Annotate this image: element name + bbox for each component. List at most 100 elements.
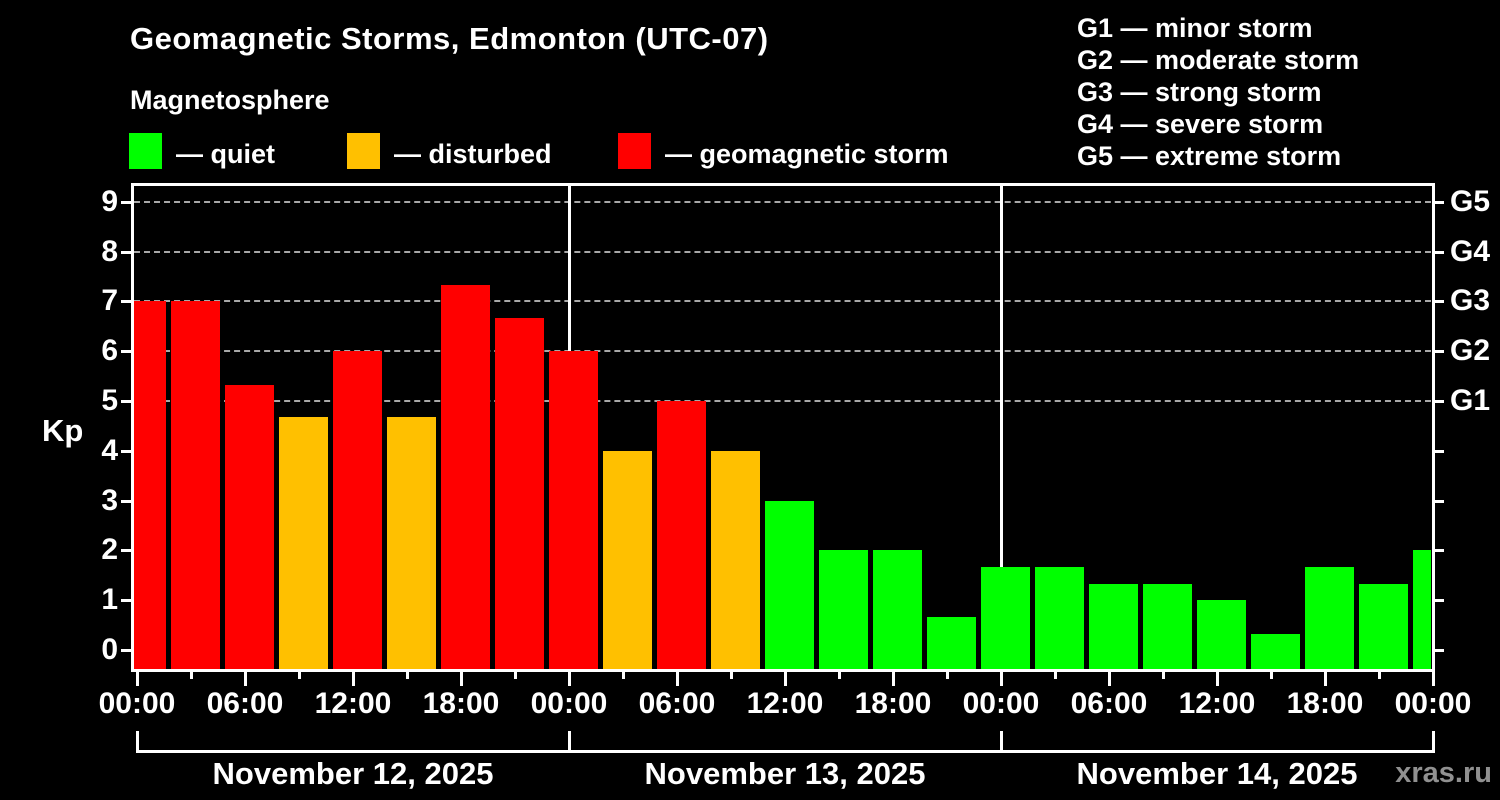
date-label: November 13, 2025	[644, 756, 926, 791]
y-tick-label: 3	[101, 483, 118, 517]
g-axis-label: G3	[1450, 284, 1491, 318]
x-tick-major	[1324, 672, 1327, 686]
x-tick-label: 18:00	[854, 687, 932, 720]
x-tick-minor	[406, 672, 409, 679]
kp-bar	[927, 616, 976, 670]
y-tick-right	[1434, 549, 1444, 553]
watermark: xras.ru	[1395, 757, 1492, 789]
x-tick-major	[1108, 672, 1111, 686]
y-tick-right	[1434, 200, 1444, 204]
x-tick-label: 06:00	[1070, 687, 1148, 720]
x-tick-label: 06:00	[638, 687, 716, 720]
kp-bar	[1413, 550, 1431, 670]
kp-bar	[603, 450, 652, 670]
x-tick-minor	[838, 672, 841, 679]
kp-bar	[1251, 633, 1300, 670]
chart-subtitle: Magnetosphere	[130, 85, 330, 115]
y-tick	[121, 350, 131, 354]
kp-bar	[873, 550, 922, 670]
date-bracket-tick	[1432, 731, 1435, 753]
date-bracket-tick	[136, 731, 139, 753]
y-tick-right	[1434, 300, 1444, 304]
y-tick-right	[1434, 350, 1444, 354]
date-label: November 12, 2025	[212, 756, 494, 791]
y-tick-label: 8	[101, 234, 118, 268]
plot-frame	[131, 183, 1435, 672]
quiet-legend-label: — quiet	[176, 139, 275, 169]
g-scale-legend-item: G5 — extreme storm	[1077, 141, 1342, 171]
kp-bar	[549, 351, 598, 670]
x-tick-label: 12:00	[1178, 687, 1256, 720]
g-axis-label: G4	[1450, 234, 1491, 268]
x-tick-major	[568, 672, 571, 686]
y-tick-label: 9	[101, 184, 118, 218]
kp-bar	[333, 351, 382, 670]
kp-bar	[225, 384, 274, 670]
y-tick-label: 2	[101, 533, 118, 567]
kp-bar	[441, 284, 490, 670]
y-tick-label: 4	[101, 433, 118, 467]
x-tick-label: 00:00	[962, 687, 1040, 720]
y-tick-right	[1434, 250, 1444, 254]
x-tick-major	[892, 672, 895, 686]
kp-bar	[279, 417, 328, 670]
kp-bar	[1143, 583, 1192, 670]
x-tick-label: 06:00	[206, 687, 284, 720]
grid-line-kp7	[134, 300, 1431, 303]
x-tick-minor	[1270, 672, 1273, 679]
y-tick-label: 6	[101, 334, 118, 368]
storm-legend-label: — geomagnetic storm	[665, 139, 949, 169]
y-tick	[121, 499, 131, 503]
x-tick-major	[1216, 672, 1219, 686]
x-tick-minor	[1054, 672, 1057, 679]
y-tick	[121, 599, 131, 603]
kp-axis-title: Kp	[42, 413, 84, 448]
y-tick-label: 1	[101, 583, 118, 617]
y-tick-right	[1434, 400, 1444, 403]
storm-legend-swatch	[618, 133, 651, 169]
day-separator-line	[1000, 185, 1003, 669]
y-tick-right	[1434, 499, 1444, 503]
x-tick-label: 00:00	[530, 687, 608, 720]
kp-bar	[1305, 566, 1354, 670]
kp-bar	[387, 417, 436, 670]
x-tick-minor	[514, 672, 517, 679]
kp-bar	[1089, 583, 1138, 670]
x-tick-label: 12:00	[746, 687, 824, 720]
grid-line-kp8	[134, 250, 1431, 253]
y-tick-label: 7	[101, 284, 118, 318]
y-tick-label: 5	[101, 384, 118, 417]
kp-bar	[1359, 583, 1408, 670]
disturbed-legend-label: — disturbed	[394, 139, 552, 169]
kp-bar	[1197, 600, 1246, 670]
y-tick-label: 0	[101, 633, 118, 666]
x-tick-label: 12:00	[314, 687, 392, 720]
x-tick-major	[244, 672, 247, 686]
x-tick-minor	[622, 672, 625, 679]
kp-bar	[765, 500, 814, 670]
page-title: Geomagnetic Storms, Edmonton (UTC-07)	[130, 21, 769, 56]
g-scale-legend-item: G2 — moderate storm	[1077, 45, 1360, 75]
x-tick-label: 18:00	[1286, 687, 1364, 720]
grid-line-kp9	[134, 200, 1431, 203]
kp-bar	[819, 550, 868, 670]
g-scale-legend: G1 — minor storm G2 — moderate storm G3 — …	[1077, 12, 1359, 172]
x-tick-major	[1432, 672, 1435, 686]
y-tick	[121, 549, 131, 553]
kp-bar	[1035, 566, 1084, 670]
x-tick-major	[136, 672, 139, 686]
kp-bar	[171, 301, 220, 670]
kp-bar	[657, 401, 706, 670]
g-scale-legend-item: G1 — minor storm	[1077, 13, 1313, 43]
g-axis-label: G1	[1450, 384, 1491, 417]
x-tick-minor	[1162, 672, 1165, 679]
g-axis-label: G2	[1450, 334, 1491, 368]
x-tick-major	[784, 672, 787, 686]
y-tick	[121, 649, 131, 652]
y-tick	[121, 200, 131, 204]
x-tick-major	[676, 672, 679, 686]
y-tick	[121, 250, 131, 254]
kp-bar	[981, 566, 1030, 670]
x-tick-label: 00:00	[1394, 687, 1472, 720]
x-tick-minor	[730, 672, 733, 679]
